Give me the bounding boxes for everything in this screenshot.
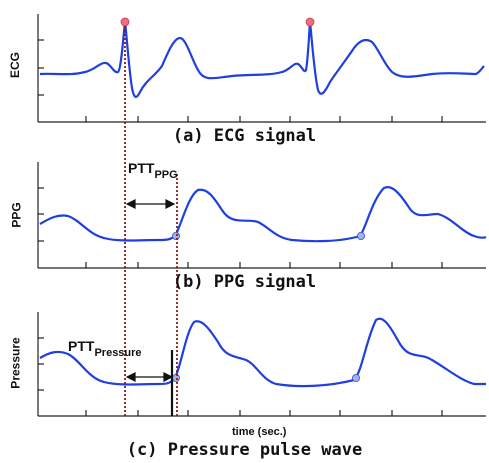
ptt-pressure-sub: Pressure xyxy=(94,347,142,359)
ptt-pressure-arrow xyxy=(125,372,174,382)
ppg-foot-marker-2 xyxy=(356,231,365,240)
ecg-caption: (a) ECG signal xyxy=(172,126,317,146)
ptt-ppg-main: PTT xyxy=(128,160,155,176)
pressure-waveform xyxy=(39,317,486,388)
ppg-foot-marker-1 xyxy=(171,231,180,240)
pressure-foot-marker-2 xyxy=(351,373,360,382)
ptt-ppg-sub: PPG xyxy=(154,169,178,181)
ptt-ppg-arrow xyxy=(125,199,176,209)
ecg-ylabel: ECG xyxy=(8,51,23,79)
ppg-x-ticks xyxy=(85,262,443,268)
ppg-caption: (b) PPG signal xyxy=(172,272,317,292)
r-peak-marker-2 xyxy=(305,17,315,27)
ptt-pressure-main: PTT xyxy=(68,338,95,354)
r-peak-marker-1 xyxy=(120,17,130,27)
ptt-ppg-label: PTTPPG xyxy=(128,160,178,181)
ecg-x-ticks xyxy=(85,116,443,122)
ppg-panel xyxy=(37,162,487,269)
pressure-panel xyxy=(37,312,486,417)
pressure-foot-marker-1 xyxy=(171,373,180,382)
ppg-ylabel: PPG xyxy=(9,202,24,228)
ecg-waveform xyxy=(39,20,485,98)
pressure-caption: (c) Pressure pulse wave xyxy=(126,440,363,460)
pressure-ylabel: Pressure xyxy=(8,337,23,389)
ppg-waveform xyxy=(39,186,487,243)
pressure-x-ticks xyxy=(85,410,443,416)
pressure-xlabel: time (sec.) xyxy=(232,426,287,438)
ecg-panel xyxy=(37,14,486,123)
ptt-pressure-label: PTTPressure xyxy=(68,338,142,359)
